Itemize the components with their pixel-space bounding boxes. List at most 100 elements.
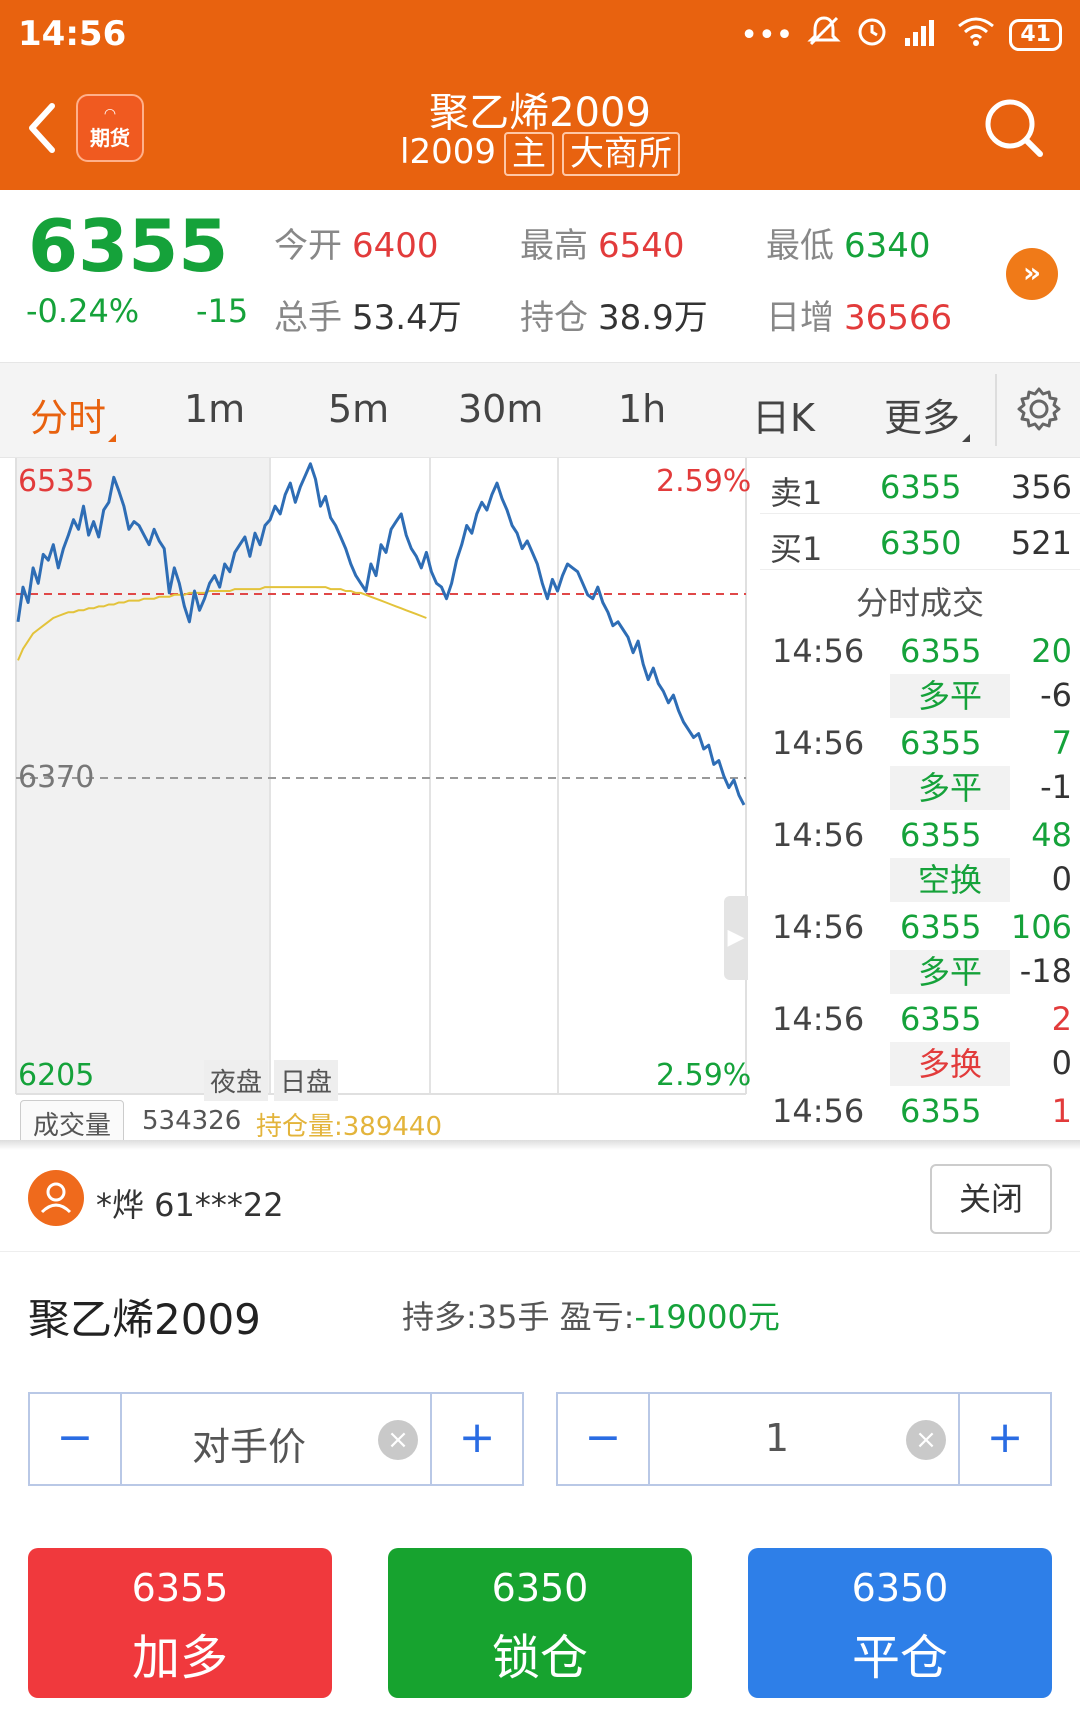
tick-kind: 多换 bbox=[890, 1042, 1010, 1086]
low-stat: 最低 6340 bbox=[766, 218, 931, 267]
tab-intraday[interactable]: 分时 bbox=[30, 387, 117, 442]
price-decrease-button[interactable]: − bbox=[56, 1412, 94, 1463]
volume-total: 534326 bbox=[142, 1106, 242, 1136]
intraday-chart[interactable]: 6535 6370 6205 2.59% 2.59% 夜盘 日盘 bbox=[0, 458, 752, 1140]
price-field[interactable]: 对手价 × bbox=[120, 1394, 432, 1484]
tick-time: 14:56 bbox=[772, 1092, 865, 1130]
oi-change-value: 36566 bbox=[844, 298, 953, 338]
volume-stat: 总手 53.4万 bbox=[274, 290, 462, 339]
tab-more[interactable]: 更多 bbox=[884, 387, 971, 442]
low-label: 最低 bbox=[766, 226, 834, 266]
tick-row: 14:56 6355 106 多平 -18 bbox=[760, 904, 1080, 996]
qty-decrease-button[interactable]: − bbox=[584, 1412, 622, 1463]
tab-5m[interactable]: 5m bbox=[328, 387, 390, 431]
qty-stepper: − 1 × + bbox=[556, 1392, 1052, 1486]
qty-increase-button[interactable]: + bbox=[986, 1412, 1024, 1463]
add-long-label: 加多 bbox=[131, 1630, 228, 1686]
average-price-line bbox=[17, 586, 427, 661]
collapse-side-panel-button[interactable]: ▶ bbox=[724, 896, 748, 980]
close-button[interactable]: 关闭 bbox=[930, 1164, 1052, 1234]
price-mode-value: 对手价 bbox=[191, 1425, 306, 1469]
change-percent: -0.24% bbox=[26, 292, 140, 330]
tick-qty: 20 bbox=[1031, 632, 1072, 670]
open-label: 今开 bbox=[274, 226, 342, 266]
ask-row: 卖1 6355 356 bbox=[760, 458, 1080, 514]
back-button[interactable] bbox=[22, 98, 62, 158]
tick-row: 14:56 6355 7 多平 -1 bbox=[760, 720, 1080, 812]
ticks-header: 分时成交 bbox=[855, 584, 984, 622]
tab-1h[interactable]: 1h bbox=[618, 387, 667, 431]
dropdown-caret-icon bbox=[108, 434, 117, 442]
tick-row: 14:56 6355 48 空换 0 bbox=[760, 812, 1080, 904]
tick-time: 14:56 bbox=[772, 816, 865, 854]
tick-price: 6355 bbox=[900, 1000, 982, 1038]
futures-app-badge[interactable]: ◠ 期货 bbox=[76, 94, 144, 162]
trade-contract-name: 聚乙烯2009 bbox=[28, 1295, 261, 1344]
volume-bar: 成交量 534326 持仓量:389440 bbox=[20, 1100, 750, 1147]
pct-bottom-label: 2.59% bbox=[656, 1058, 752, 1093]
badge-label: 期货 bbox=[90, 125, 130, 150]
tab-1m[interactable]: 1m bbox=[184, 387, 246, 431]
position-info: 持多:35手 盈亏:-19000元 bbox=[402, 1292, 780, 1338]
qty-value: 1 bbox=[764, 1416, 790, 1460]
tick-price: 6355 bbox=[900, 908, 982, 946]
volume-value: 53.4万 bbox=[352, 298, 462, 338]
tab-30m[interactable]: 30m bbox=[458, 387, 544, 431]
position-label: 持多:35手 盈亏: bbox=[402, 1298, 635, 1336]
ask-volume: 356 bbox=[1010, 468, 1072, 506]
open-interest-value: 持仓量:389440 bbox=[256, 1112, 443, 1142]
lock-label: 锁仓 bbox=[491, 1630, 588, 1686]
y-axis-mid-label: 6370 bbox=[18, 760, 95, 795]
oi-value: 38.9万 bbox=[598, 298, 708, 338]
price-increase-button[interactable]: + bbox=[458, 1412, 496, 1463]
volume-indicator-tag[interactable]: 成交量 bbox=[20, 1100, 125, 1147]
chevron-left-icon bbox=[29, 103, 55, 153]
price-stepper: − 对手价 × + bbox=[28, 1392, 524, 1486]
low-value: 6340 bbox=[844, 226, 931, 266]
bid-label: 买1 bbox=[770, 530, 823, 568]
chart-settings-button[interactable] bbox=[1016, 386, 1062, 432]
high-value: 6540 bbox=[598, 226, 685, 266]
tick-oi-delta: -18 bbox=[1019, 952, 1072, 990]
tick-row: 14:56 6355 2 多换 0 bbox=[760, 996, 1080, 1088]
dropdown-caret-icon bbox=[962, 434, 971, 442]
quote-panel: 6355 -0.24% -15 今开 6400 最高 6540 最低 6340 总手 5… bbox=[0, 190, 1080, 360]
clear-price-button[interactable]: × bbox=[378, 1420, 418, 1460]
chart-canvas bbox=[15, 458, 747, 1095]
tick-time: 14:56 bbox=[772, 724, 865, 762]
clear-qty-button[interactable]: × bbox=[906, 1420, 946, 1460]
alarm-icon bbox=[855, 14, 889, 56]
change-value: -15 bbox=[196, 292, 249, 330]
tick-qty: 7 bbox=[1051, 724, 1072, 762]
tab-daily-k[interactable]: 日K bbox=[752, 396, 815, 440]
oi-change-stat: 日增 36566 bbox=[766, 290, 952, 339]
tick-qty: 2 bbox=[1051, 1000, 1072, 1038]
expand-quote-button[interactable]: » bbox=[1006, 248, 1058, 300]
tab-intraday-label: 分时 bbox=[30, 396, 107, 440]
user-icon bbox=[40, 1182, 72, 1214]
volume-label: 总手 bbox=[274, 298, 342, 338]
search-button[interactable] bbox=[982, 96, 1046, 160]
tick-oi-delta: 0 bbox=[1051, 860, 1072, 898]
bid-row: 买1 6350 521 bbox=[760, 514, 1080, 570]
main-contract-tag: 主 bbox=[503, 132, 554, 176]
period-tabs: 分时 1m 5m 30m 1h 日K 更多 bbox=[0, 362, 1080, 458]
qty-field[interactable]: 1 × bbox=[648, 1394, 960, 1484]
tick-kind: 多平 bbox=[890, 766, 1010, 810]
tick-price: 6355 bbox=[900, 632, 982, 670]
close-position-button[interactable]: 6350 平仓 bbox=[748, 1548, 1052, 1698]
tick-qty: 48 bbox=[1031, 816, 1072, 854]
lock-price: 6350 bbox=[491, 1566, 589, 1610]
order-book: 卖1 6355 356 买1 6350 521 bbox=[760, 458, 1080, 570]
night-session-label: 夜盘 bbox=[204, 1060, 269, 1101]
close-price: 6350 bbox=[851, 1566, 949, 1610]
oi-stat: 持仓 38.9万 bbox=[520, 290, 708, 339]
price-line bbox=[16, 462, 746, 806]
tick-time: 14:56 bbox=[772, 632, 865, 670]
add-long-button[interactable]: 6355 加多 bbox=[28, 1548, 332, 1698]
mute-icon bbox=[807, 14, 841, 56]
tick-oi-delta: -6 bbox=[1040, 676, 1072, 714]
more-dots-icon: ••• bbox=[740, 17, 794, 53]
tick-price: 6355 bbox=[900, 816, 982, 854]
lock-position-button[interactable]: 6350 锁仓 bbox=[388, 1548, 692, 1698]
